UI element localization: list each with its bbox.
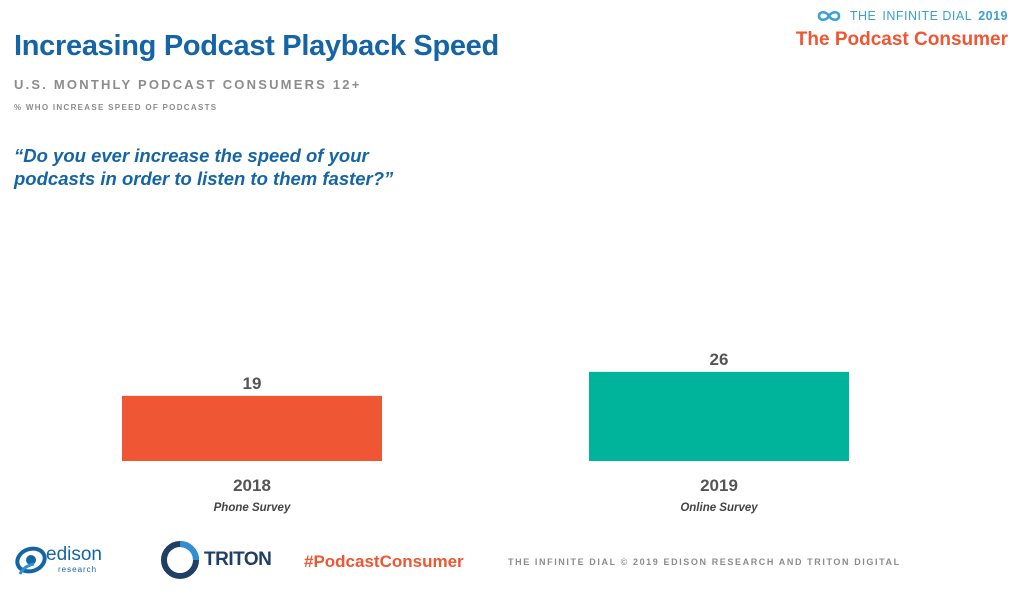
bar-2018 <box>122 395 382 461</box>
edison-logo: edison research <box>14 540 102 580</box>
category-label-2018: 2018 <box>233 476 271 495</box>
category-note-2018: Phone Survey <box>214 502 291 514</box>
copyright: THE INFINITE DIAL © 2019 EDISON RESEARCH… <box>508 557 901 567</box>
series-title: The Podcast Consumer <box>795 29 1008 50</box>
report-prefix: THE <box>849 9 877 23</box>
infinity-icon <box>817 10 841 22</box>
category-note-2019: Online Survey <box>680 502 758 514</box>
bar-2019 <box>589 371 849 461</box>
triton-logo: TRITON <box>160 540 272 580</box>
data-label-2018: 19 <box>243 374 262 393</box>
survey-question: “Do you ever increase the speed of your … <box>14 145 394 189</box>
edison-logo-text: edison <box>46 544 102 565</box>
report-year: 2019 <box>978 9 1008 23</box>
infinite-dial-logo: THE INFINITE DIAL 2019 <box>796 8 1008 24</box>
triton-logo-text: TRITON <box>204 549 272 570</box>
hashtag: #PodcastConsumer <box>304 552 464 571</box>
category-label-2019: 2019 <box>700 476 738 495</box>
data-label-2019: 26 <box>710 350 729 369</box>
report-branding: THE INFINITE DIAL 2019 The Podcast Consu… <box>796 8 1008 51</box>
triton-emblem-icon <box>161 541 199 579</box>
page-title: Increasing Podcast Playback Speed <box>14 30 499 62</box>
bar-chart: 19 2018 Phone Survey 26 2019 Online Survey <box>122 350 849 514</box>
page-subtitle: U.S. MONTHLY PODCAST CONSUMERS 12+ <box>14 77 362 92</box>
footer: edison research TRITON #PodcastConsumer … <box>0 536 1024 586</box>
measure-label: % WHO INCREASE SPEED OF PODCASTS <box>14 103 218 112</box>
report-name: INFINITE DIAL <box>882 9 973 23</box>
edison-swirl-icon <box>15 546 47 575</box>
edison-logo-subtext: research <box>58 565 98 574</box>
